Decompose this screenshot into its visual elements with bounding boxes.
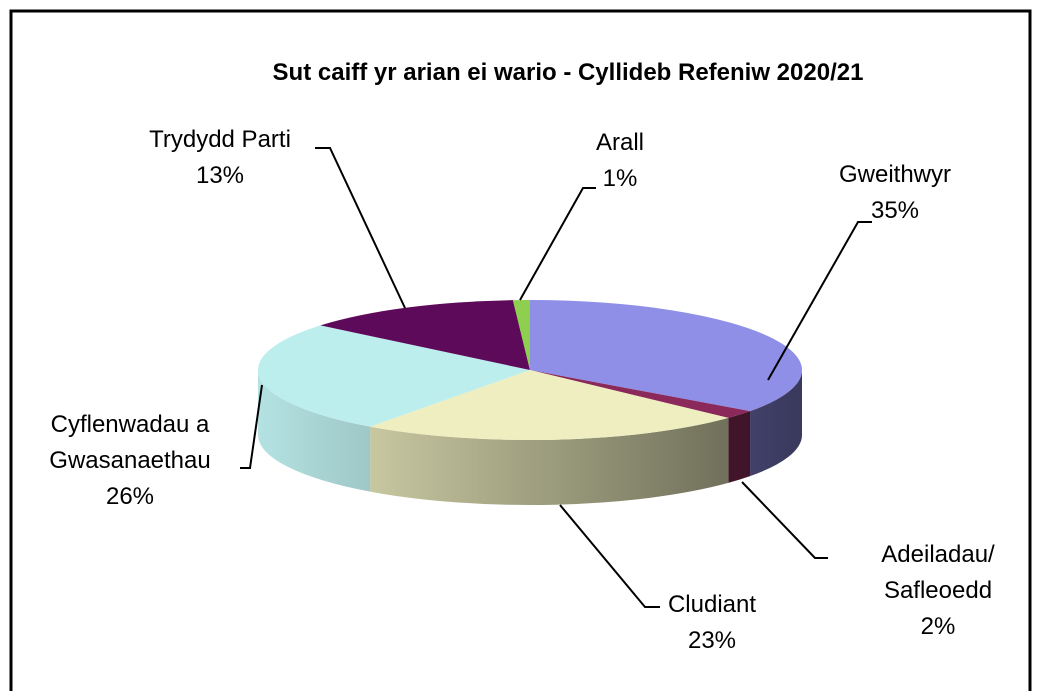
pie-tops [257,300,802,441]
slice-label: Arall 1% [596,125,644,197]
leader-line [315,147,406,309]
pie-slice [530,300,802,412]
pie-slice [530,370,751,418]
slice-name: Trydydd Parti [149,126,291,153]
slice-label: Adeiladau/ Safleoedd 2% [881,537,994,645]
slice-label: Trydydd Parti 13% [149,122,291,194]
pie-slice [320,300,530,370]
slice-value: 13% [195,162,245,189]
pie-slice-side [258,370,371,492]
leader-line [240,384,263,469]
slice-value: 35% [870,197,920,224]
leader-line [559,504,660,608]
slice-name: Adeiladau/ Safleoedd [881,541,995,604]
leader-line [767,221,872,381]
leader-line [741,481,828,559]
slice-label: Gweithwyr 35% [839,157,951,229]
slice-label: Cludiant 23% [668,587,756,659]
slice-name: Gweithwyr [838,161,952,188]
slice-value: 1% [602,165,638,192]
pie-slice [512,300,530,370]
slice-value: 26% [105,483,155,510]
pie-slice [257,325,530,427]
slice-name: Arall [595,129,645,156]
slice-name: Cludiant [667,591,757,618]
pie-slice-side [750,370,802,477]
slice-value: 2% [920,613,956,640]
slice-value: 23% [687,627,737,654]
pie-sides [258,370,802,505]
pie-slice-side [728,411,751,483]
slice-label: Cyflenwadau a Gwasanaethau 26% [49,407,210,515]
chart-title: Sut caiff yr arian ei wario - Cyllideb R… [273,59,864,86]
leader-lines [240,147,872,608]
pie-slice-side [370,417,729,505]
slice-name: Cyflenwadau a Gwasanaethau [49,411,211,474]
pie-slice [370,370,729,441]
leader-line [519,187,596,301]
